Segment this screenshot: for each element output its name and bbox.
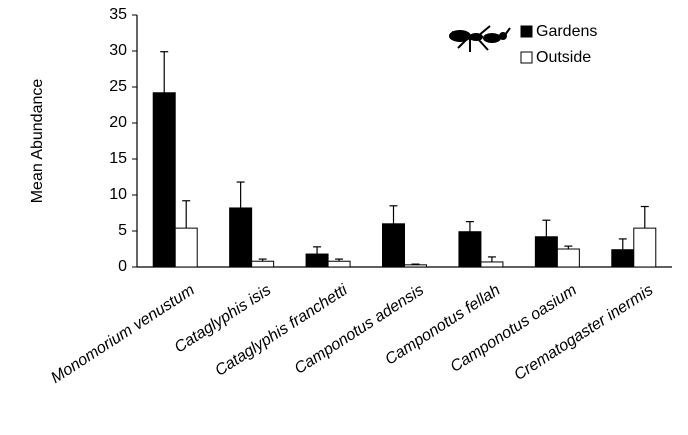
y-axis-label: Mean Abundance: [29, 79, 46, 204]
legend-swatch: [521, 52, 532, 63]
y-tick-label: 30: [109, 42, 127, 59]
x-tick-label: Camponotus oasium: [447, 282, 579, 376]
bar: [535, 237, 557, 267]
y-tick-label: 20: [109, 114, 127, 131]
bar: [481, 262, 503, 267]
y-tick-label: 35: [109, 6, 127, 23]
bar: [175, 228, 197, 267]
bar: [252, 261, 274, 267]
legend-label: Gardens: [536, 23, 597, 40]
x-tick-label: Monomorium venustum: [48, 282, 197, 387]
bar: [405, 265, 427, 267]
bar: [306, 254, 328, 267]
x-tick-label: Camponotus adensis: [292, 282, 427, 378]
bar: [230, 208, 252, 267]
ant-icon: [450, 26, 510, 52]
bar: [634, 228, 656, 267]
y-tick-label: 15: [109, 150, 127, 167]
legend-swatch: [521, 26, 532, 37]
y-tick-label: 5: [118, 222, 127, 239]
y-tick-label: 0: [118, 258, 127, 275]
bar: [383, 224, 405, 267]
y-tick-label: 10: [109, 186, 127, 203]
bar: [612, 250, 634, 267]
bar: [459, 232, 481, 267]
x-tick-label: Cataglyphis franchetti: [212, 281, 351, 379]
chart: Mean Abundance 0 5 10 15 20 25 30 35 Monomorium …: [0, 0, 688, 435]
legend-label: Outside: [536, 49, 591, 66]
bar: [153, 93, 175, 267]
y-tick-label: 25: [109, 78, 127, 95]
x-tick-label: Crematogaster inermis: [511, 282, 656, 384]
bar: [328, 261, 350, 267]
bar: [557, 249, 579, 267]
